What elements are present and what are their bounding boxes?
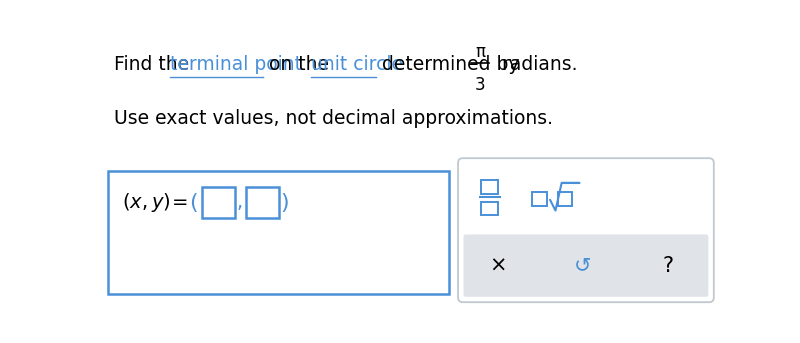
Text: ?: ? [662,256,674,276]
Text: Find the: Find the [114,55,195,74]
Text: terminal point: terminal point [170,55,302,74]
FancyBboxPatch shape [482,202,498,215]
Text: (: ( [189,193,198,213]
FancyBboxPatch shape [246,188,279,218]
Text: radians.: radians. [496,55,577,74]
Text: on the: on the [262,55,334,74]
Text: =: = [172,193,189,212]
FancyBboxPatch shape [533,191,547,206]
Text: unit circle: unit circle [311,55,403,74]
Text: ×: × [489,256,506,276]
Text: Use exact values, not decimal approximations.: Use exact values, not decimal approximat… [114,109,553,128]
Text: ,: , [237,193,242,212]
FancyBboxPatch shape [558,191,572,206]
Text: π: π [475,43,485,61]
FancyBboxPatch shape [482,180,498,193]
FancyBboxPatch shape [463,234,708,297]
Text: ↺: ↺ [574,256,591,276]
Text: determined by: determined by [375,55,525,74]
FancyBboxPatch shape [202,188,235,218]
FancyBboxPatch shape [108,170,449,294]
Text: 3: 3 [475,76,486,94]
Text: ): ) [281,193,290,213]
Text: $(x, y)$: $(x, y)$ [122,191,170,214]
FancyBboxPatch shape [458,158,714,302]
